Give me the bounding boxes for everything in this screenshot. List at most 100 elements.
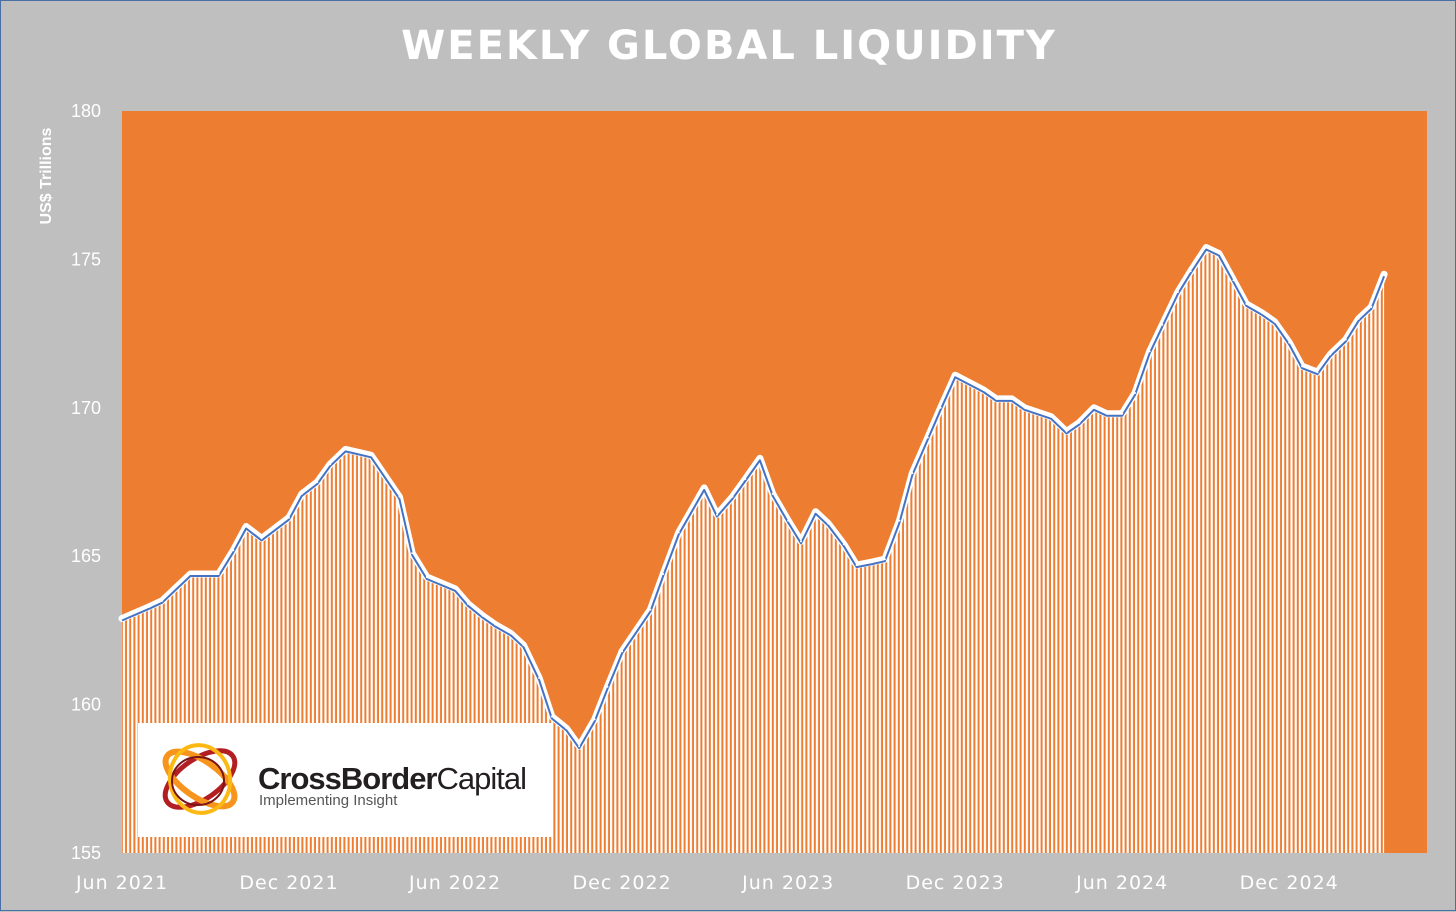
data-point bbox=[1245, 302, 1248, 305]
data-point bbox=[189, 573, 192, 575]
data-point bbox=[232, 549, 235, 552]
y-tick-label: 160 bbox=[71, 695, 101, 715]
data-point bbox=[842, 543, 845, 546]
data-point bbox=[606, 685, 609, 688]
data-point bbox=[1189, 270, 1192, 273]
chart-title: WEEKLY GLOBAL LIQUIDITY bbox=[401, 23, 1057, 69]
data-point bbox=[1357, 317, 1360, 320]
data-point bbox=[1176, 291, 1179, 293]
data-point bbox=[926, 436, 929, 439]
data-point bbox=[787, 519, 790, 522]
data-point bbox=[677, 531, 680, 534]
y-tick-label: 170 bbox=[71, 398, 101, 418]
data-point bbox=[716, 513, 718, 516]
data-point bbox=[800, 540, 802, 543]
data-point bbox=[1148, 350, 1151, 353]
data-point bbox=[1316, 371, 1319, 374]
data-point bbox=[1383, 273, 1386, 276]
data-point bbox=[954, 374, 957, 377]
data-point bbox=[871, 561, 874, 564]
x-tick-label: Dec 2022 bbox=[573, 872, 672, 894]
data-point bbox=[494, 623, 497, 626]
data-point bbox=[481, 614, 484, 617]
data-point bbox=[1301, 365, 1303, 368]
data-point bbox=[621, 650, 624, 653]
data-point bbox=[217, 573, 220, 575]
data-point bbox=[565, 727, 568, 730]
data-point bbox=[771, 492, 774, 495]
data-point bbox=[300, 492, 303, 495]
data-point bbox=[1217, 252, 1220, 255]
data-point bbox=[1288, 341, 1291, 344]
data-point bbox=[398, 495, 401, 498]
data-point bbox=[1329, 353, 1332, 356]
data-point bbox=[995, 397, 998, 400]
data-point bbox=[1121, 412, 1124, 415]
y-tick-label: 155 bbox=[71, 843, 101, 863]
data-point bbox=[1105, 412, 1108, 415]
data-point bbox=[1161, 323, 1164, 326]
data-point bbox=[245, 525, 248, 528]
data-point bbox=[1260, 311, 1263, 314]
logo-tagline: Implementing Insight bbox=[259, 792, 398, 809]
data-point bbox=[855, 564, 858, 567]
data-point bbox=[288, 516, 290, 519]
data-point bbox=[939, 406, 942, 409]
data-point bbox=[1370, 305, 1373, 308]
x-tick-label: Jun 2021 bbox=[75, 872, 168, 894]
data-point bbox=[148, 605, 151, 608]
data-point bbox=[161, 599, 164, 602]
data-point bbox=[1050, 415, 1052, 418]
data-point bbox=[1023, 406, 1026, 409]
liquidity-area bbox=[122, 247, 1385, 853]
data-point bbox=[1205, 246, 1208, 249]
data-point bbox=[758, 457, 761, 460]
data-point bbox=[1344, 338, 1347, 341]
y-tick-label: 165 bbox=[71, 546, 101, 566]
data-point bbox=[425, 576, 428, 578]
data-point bbox=[1010, 397, 1013, 400]
data-point bbox=[509, 632, 512, 635]
data-point bbox=[550, 715, 553, 718]
logo-orbit-icon bbox=[162, 743, 238, 815]
data-point bbox=[538, 676, 541, 679]
x-tick-label: Jun 2023 bbox=[741, 872, 834, 894]
data-point bbox=[662, 573, 665, 575]
x-tick-label: Jun 2022 bbox=[408, 872, 501, 894]
data-point bbox=[827, 522, 830, 525]
data-point bbox=[260, 537, 263, 540]
data-point bbox=[1078, 421, 1081, 424]
data-point bbox=[344, 448, 347, 451]
data-point bbox=[522, 644, 525, 647]
x-tick-label: Dec 2021 bbox=[239, 872, 338, 894]
data-point bbox=[578, 745, 581, 748]
crossborder-capital-logo: CrossBorderCapital Implementing Insight bbox=[138, 723, 553, 837]
data-point bbox=[911, 472, 914, 475]
data-point bbox=[411, 552, 414, 555]
x-tick-label: Dec 2024 bbox=[1240, 872, 1339, 894]
data-point bbox=[703, 486, 706, 489]
y-tick-label: 180 bbox=[71, 101, 101, 121]
y-tick-label: 175 bbox=[71, 249, 101, 269]
data-point bbox=[593, 718, 596, 721]
data-point bbox=[898, 519, 901, 522]
data-point bbox=[883, 558, 886, 561]
liquidity-line bbox=[121, 248, 1386, 750]
data-point bbox=[1134, 392, 1136, 394]
x-tick-label: Jun 2024 bbox=[1075, 872, 1168, 894]
data-point bbox=[466, 602, 469, 605]
logo-wordmark: CrossBorderCapital bbox=[258, 761, 527, 796]
data-point bbox=[1232, 279, 1235, 282]
x-tick-label: Dec 2023 bbox=[906, 872, 1005, 894]
data-point bbox=[649, 608, 652, 611]
data-point bbox=[1065, 430, 1068, 433]
data-point bbox=[731, 495, 734, 498]
data-point bbox=[329, 463, 332, 466]
data-point bbox=[982, 389, 985, 391]
data-point bbox=[316, 481, 319, 483]
data-point bbox=[1092, 406, 1095, 409]
data-point bbox=[370, 454, 373, 457]
data-point bbox=[121, 617, 123, 620]
data-point bbox=[744, 478, 747, 480]
